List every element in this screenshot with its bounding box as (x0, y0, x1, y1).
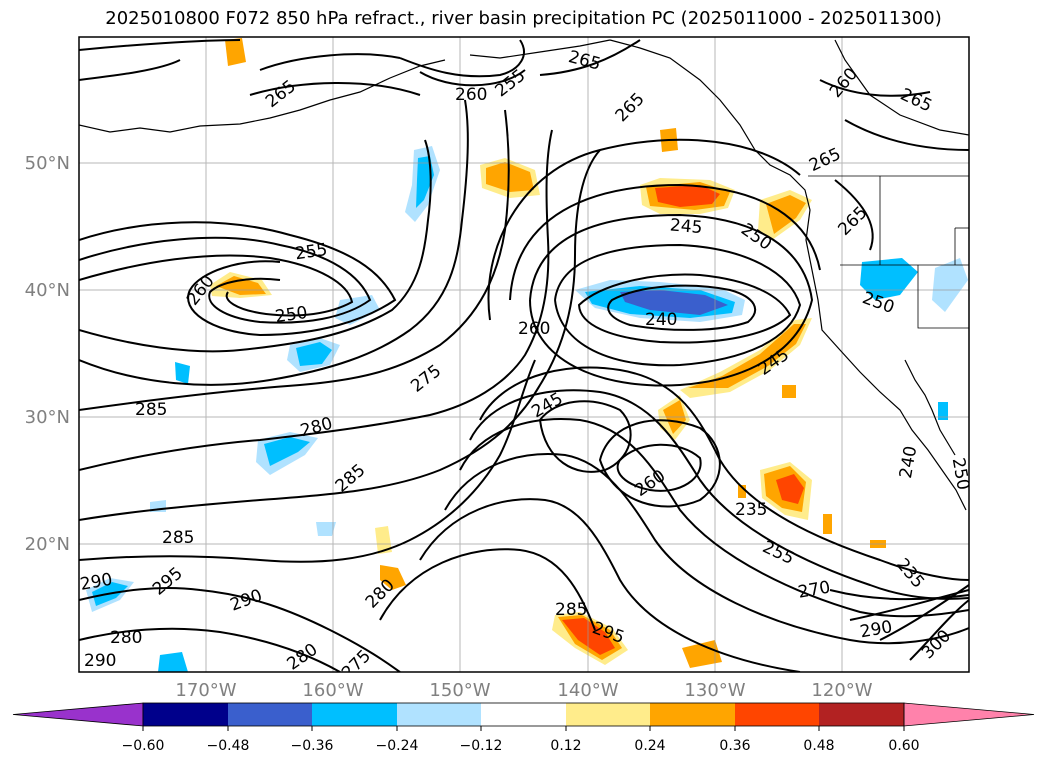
colorbar-tick-label: 0.24 (634, 738, 665, 754)
colorbar-segment (819, 703, 904, 726)
colorbar-tick-label: 0.60 (888, 738, 919, 754)
blue-region-sw-core (264, 437, 310, 466)
colorbar-segment (397, 703, 481, 726)
blue-region-west-core (296, 342, 332, 366)
orange-region-gulf-core (486, 162, 534, 192)
colorbar-frame (142, 702, 905, 727)
colorbar-segment (650, 703, 735, 726)
contour-label: 285 (162, 528, 194, 548)
colorbar: −0.60 −0.48 −0.36 −0.24 −0.12 0.12 0.24 … (12, 702, 1035, 754)
contour-label: 290 (84, 651, 116, 671)
lon-label-140w: 140°W (557, 680, 618, 701)
lat-label-50n: 50°N (25, 153, 70, 174)
contour-label: 255 (294, 240, 329, 264)
colorbar-tick-labels: −0.60 −0.48 −0.36 −0.24 −0.12 0.12 0.24 … (122, 738, 920, 754)
colorbar-segment (566, 703, 650, 726)
colorbar-segment (481, 703, 566, 726)
orange-region-north-core (655, 185, 720, 207)
contour-label: 285 (555, 600, 587, 620)
colorbar-segment (312, 703, 397, 726)
orange-region-small3 (782, 385, 796, 398)
blue-region-small1 (175, 362, 190, 384)
colorbar-tick-label: −0.60 (122, 738, 165, 754)
map-frame (78, 36, 970, 673)
colorbar-tick-label: −0.48 (207, 738, 250, 754)
contour-label: 245 (669, 215, 703, 238)
orange-region-bottom (682, 640, 722, 668)
orange-region-se-core (776, 474, 804, 504)
longitude-labels: 170°W 160°W 150°W 140°W 130°W 120°W (175, 680, 872, 701)
lat-label-30n: 30°N (25, 407, 70, 428)
lon-label-160w: 160°W (302, 680, 363, 701)
refractivity-contours (79, 39, 969, 672)
contour-label: 250 (948, 456, 973, 491)
blue-region-bottom-left (158, 652, 188, 672)
map-title: 2025010800 F072 850 hPa refract., river … (105, 8, 942, 29)
contour-label: 260 (455, 85, 487, 105)
colorbar-ticks (142, 726, 905, 731)
contour-label: 240 (645, 310, 677, 330)
orange-region-small5 (375, 526, 392, 554)
contour-label: 285 (135, 400, 167, 420)
lat-label-40n: 40°N (25, 280, 70, 301)
latitude-labels: 50°N 40°N 30°N 20°N (25, 153, 70, 555)
colorbar-tick-label: −0.36 (291, 738, 334, 754)
orange-region-band-core (688, 324, 806, 388)
colorbar-tick-label: 0.12 (550, 738, 581, 754)
orange-region-small2 (823, 514, 832, 534)
colorbar-segment (735, 703, 819, 726)
colorbar-segment (228, 703, 312, 726)
orange-region-ssw (380, 565, 406, 590)
colorbar-tick-label: 0.48 (803, 738, 834, 754)
lon-label-170w: 170°W (175, 680, 236, 701)
coastlines (79, 39, 969, 511)
blue-region-midwest (335, 295, 380, 325)
orange-region-top (225, 38, 246, 66)
map-area: 265 260 255 265 265 260 265 265 255 260 … (79, 37, 973, 672)
contour-label: 260 (518, 319, 550, 339)
contour-label: 250 (274, 303, 309, 327)
colorbar-tick-label: −0.24 (376, 738, 419, 754)
lon-label-120w: 120°W (811, 680, 872, 701)
colorbar-left-arrow (12, 702, 144, 727)
lat-label-20n: 20°N (25, 534, 70, 555)
lon-label-130w: 130°W (684, 680, 745, 701)
blue-region-small2 (938, 402, 948, 420)
blue-region-small3 (316, 522, 336, 536)
colorbar-tick-label: −0.12 (460, 738, 503, 754)
blue-region-central-core (620, 290, 728, 315)
colorbar-tick-label: 0.36 (719, 738, 750, 754)
contour-label: 235 (735, 500, 767, 520)
blue-region-us-west2 (932, 258, 968, 312)
colorbar-right-arrow (903, 702, 1035, 727)
contour-label: 280 (110, 628, 142, 648)
borders (808, 175, 969, 329)
gridlines (79, 37, 969, 672)
colorbar-segment (143, 703, 228, 726)
lon-label-150w: 150°W (429, 680, 490, 701)
